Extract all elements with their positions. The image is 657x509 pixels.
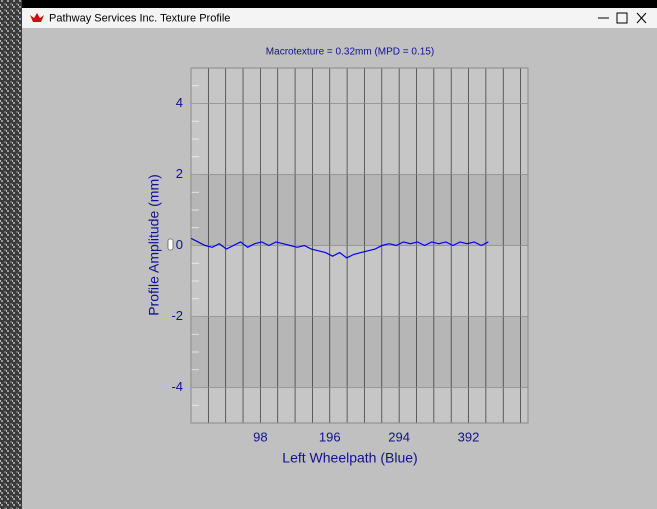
y-axis-label: Profile Amplitude (mm) — [146, 174, 162, 316]
y-tick-label: 2 — [176, 166, 183, 181]
x-tick-label: 294 — [388, 429, 410, 444]
x-tick-label: 392 — [458, 429, 480, 444]
chart-title: Macrotexture = 0.32mm (MPD = 0.15) — [266, 47, 434, 58]
maximize-button[interactable] — [616, 12, 628, 24]
app-icon — [30, 13, 44, 22]
chart: Macrotexture = 0.32mm (MPD = 0.15) Left … — [146, 47, 529, 466]
plot-band — [191, 316, 528, 388]
background-texture — [0, 0, 22, 509]
plot-border — [190, 67, 529, 424]
close-button[interactable] — [636, 12, 647, 24]
plot-band — [191, 174, 528, 246]
y-tick-label: 4 — [176, 95, 183, 110]
x-axis-label: Left Wheelpath (Blue) — [282, 450, 417, 466]
y-tick-label: 0 — [176, 237, 183, 252]
x-tick-label: 98 — [253, 429, 267, 444]
x-tick-label: 196 — [319, 429, 341, 444]
data-line — [190, 237, 489, 259]
y-tick-label: -4 — [171, 379, 183, 394]
title-bar — [22, 8, 657, 28]
window-title: Pathway Services Inc. Texture Profile — [49, 12, 230, 24]
zero-marker — [167, 238, 174, 251]
y-tick-label: -2 — [171, 308, 183, 323]
